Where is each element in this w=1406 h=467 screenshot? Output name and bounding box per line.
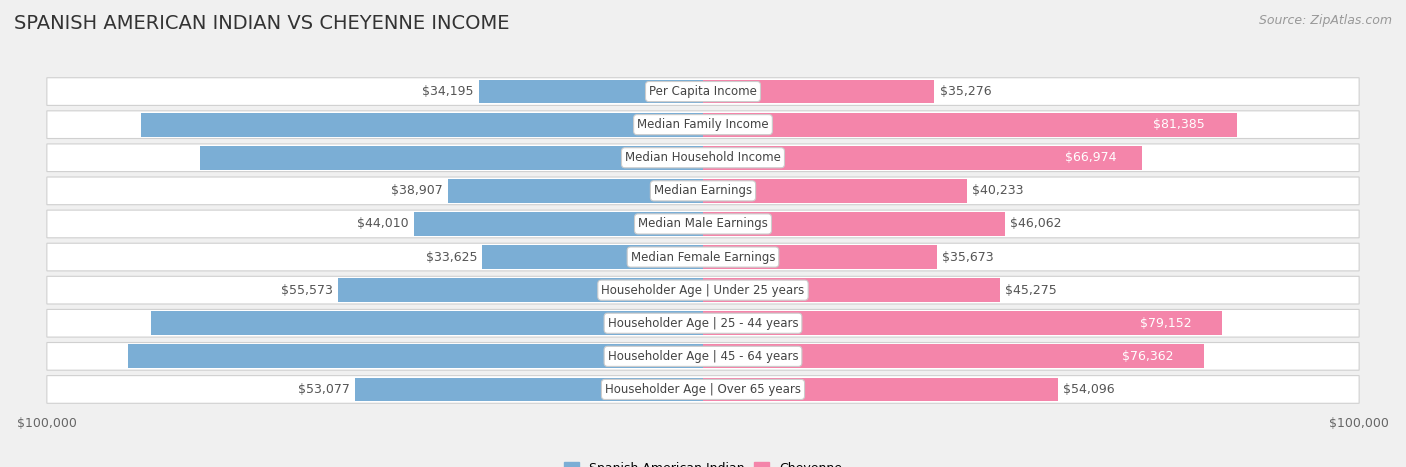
Text: $87,561: $87,561 [668,350,720,363]
Text: $76,670: $76,670 [673,151,724,164]
Bar [128,345,703,368]
Text: Median Household Income: Median Household Income [626,151,780,164]
Bar [703,278,1000,302]
Text: Householder Age | 45 - 64 years: Householder Age | 45 - 64 years [607,350,799,363]
Bar [200,146,703,170]
FancyBboxPatch shape [46,342,1360,370]
FancyBboxPatch shape [46,375,1360,403]
FancyBboxPatch shape [46,210,1360,238]
Bar [703,80,935,104]
Text: $79,152: $79,152 [1139,317,1191,330]
Bar [703,113,1237,136]
Text: SPANISH AMERICAN INDIAN VS CHEYENNE INCOME: SPANISH AMERICAN INDIAN VS CHEYENNE INCO… [14,14,509,33]
Text: Median Female Earnings: Median Female Earnings [631,251,775,263]
Text: $35,673: $35,673 [942,251,994,263]
FancyBboxPatch shape [46,243,1360,271]
Bar [415,212,703,236]
Bar [354,377,703,401]
Text: $53,077: $53,077 [298,383,350,396]
FancyBboxPatch shape [46,111,1360,139]
Bar [703,146,1143,170]
Bar [482,245,703,269]
Text: $40,233: $40,233 [972,184,1024,198]
Text: Source: ZipAtlas.com: Source: ZipAtlas.com [1258,14,1392,27]
Text: Median Family Income: Median Family Income [637,118,769,131]
Bar [339,278,703,302]
Text: $55,573: $55,573 [281,283,333,297]
Text: $38,907: $38,907 [391,184,443,198]
Text: $44,010: $44,010 [357,218,409,230]
FancyBboxPatch shape [46,144,1360,171]
Text: Householder Age | 25 - 44 years: Householder Age | 25 - 44 years [607,317,799,330]
Text: $34,195: $34,195 [422,85,474,98]
Text: Median Male Earnings: Median Male Earnings [638,218,768,230]
Text: Median Earnings: Median Earnings [654,184,752,198]
Text: Householder Age | Under 25 years: Householder Age | Under 25 years [602,283,804,297]
Text: Householder Age | Over 65 years: Householder Age | Over 65 years [605,383,801,396]
Text: Per Capita Income: Per Capita Income [650,85,756,98]
FancyBboxPatch shape [46,310,1360,337]
Text: $46,062: $46,062 [1011,218,1062,230]
Bar [447,179,703,203]
Text: $76,362: $76,362 [1122,350,1174,363]
Text: $66,974: $66,974 [1064,151,1116,164]
FancyBboxPatch shape [46,177,1360,205]
Bar [478,80,703,104]
Text: $35,276: $35,276 [939,85,991,98]
Bar [703,212,1005,236]
Bar [152,311,703,335]
Bar [703,345,1204,368]
Text: $85,728: $85,728 [669,118,721,131]
FancyBboxPatch shape [46,78,1360,106]
Text: $81,385: $81,385 [1153,118,1205,131]
Text: $33,625: $33,625 [426,251,477,263]
Legend: Spanish American Indian, Cheyenne: Spanish American Indian, Cheyenne [558,457,848,467]
Bar [703,245,936,269]
Bar [703,179,967,203]
FancyBboxPatch shape [46,276,1360,304]
Bar [703,311,1222,335]
Text: $54,096: $54,096 [1063,383,1115,396]
Bar [703,377,1057,401]
Text: $45,275: $45,275 [1005,283,1057,297]
Bar [141,113,703,136]
Text: $84,085: $84,085 [669,317,721,330]
